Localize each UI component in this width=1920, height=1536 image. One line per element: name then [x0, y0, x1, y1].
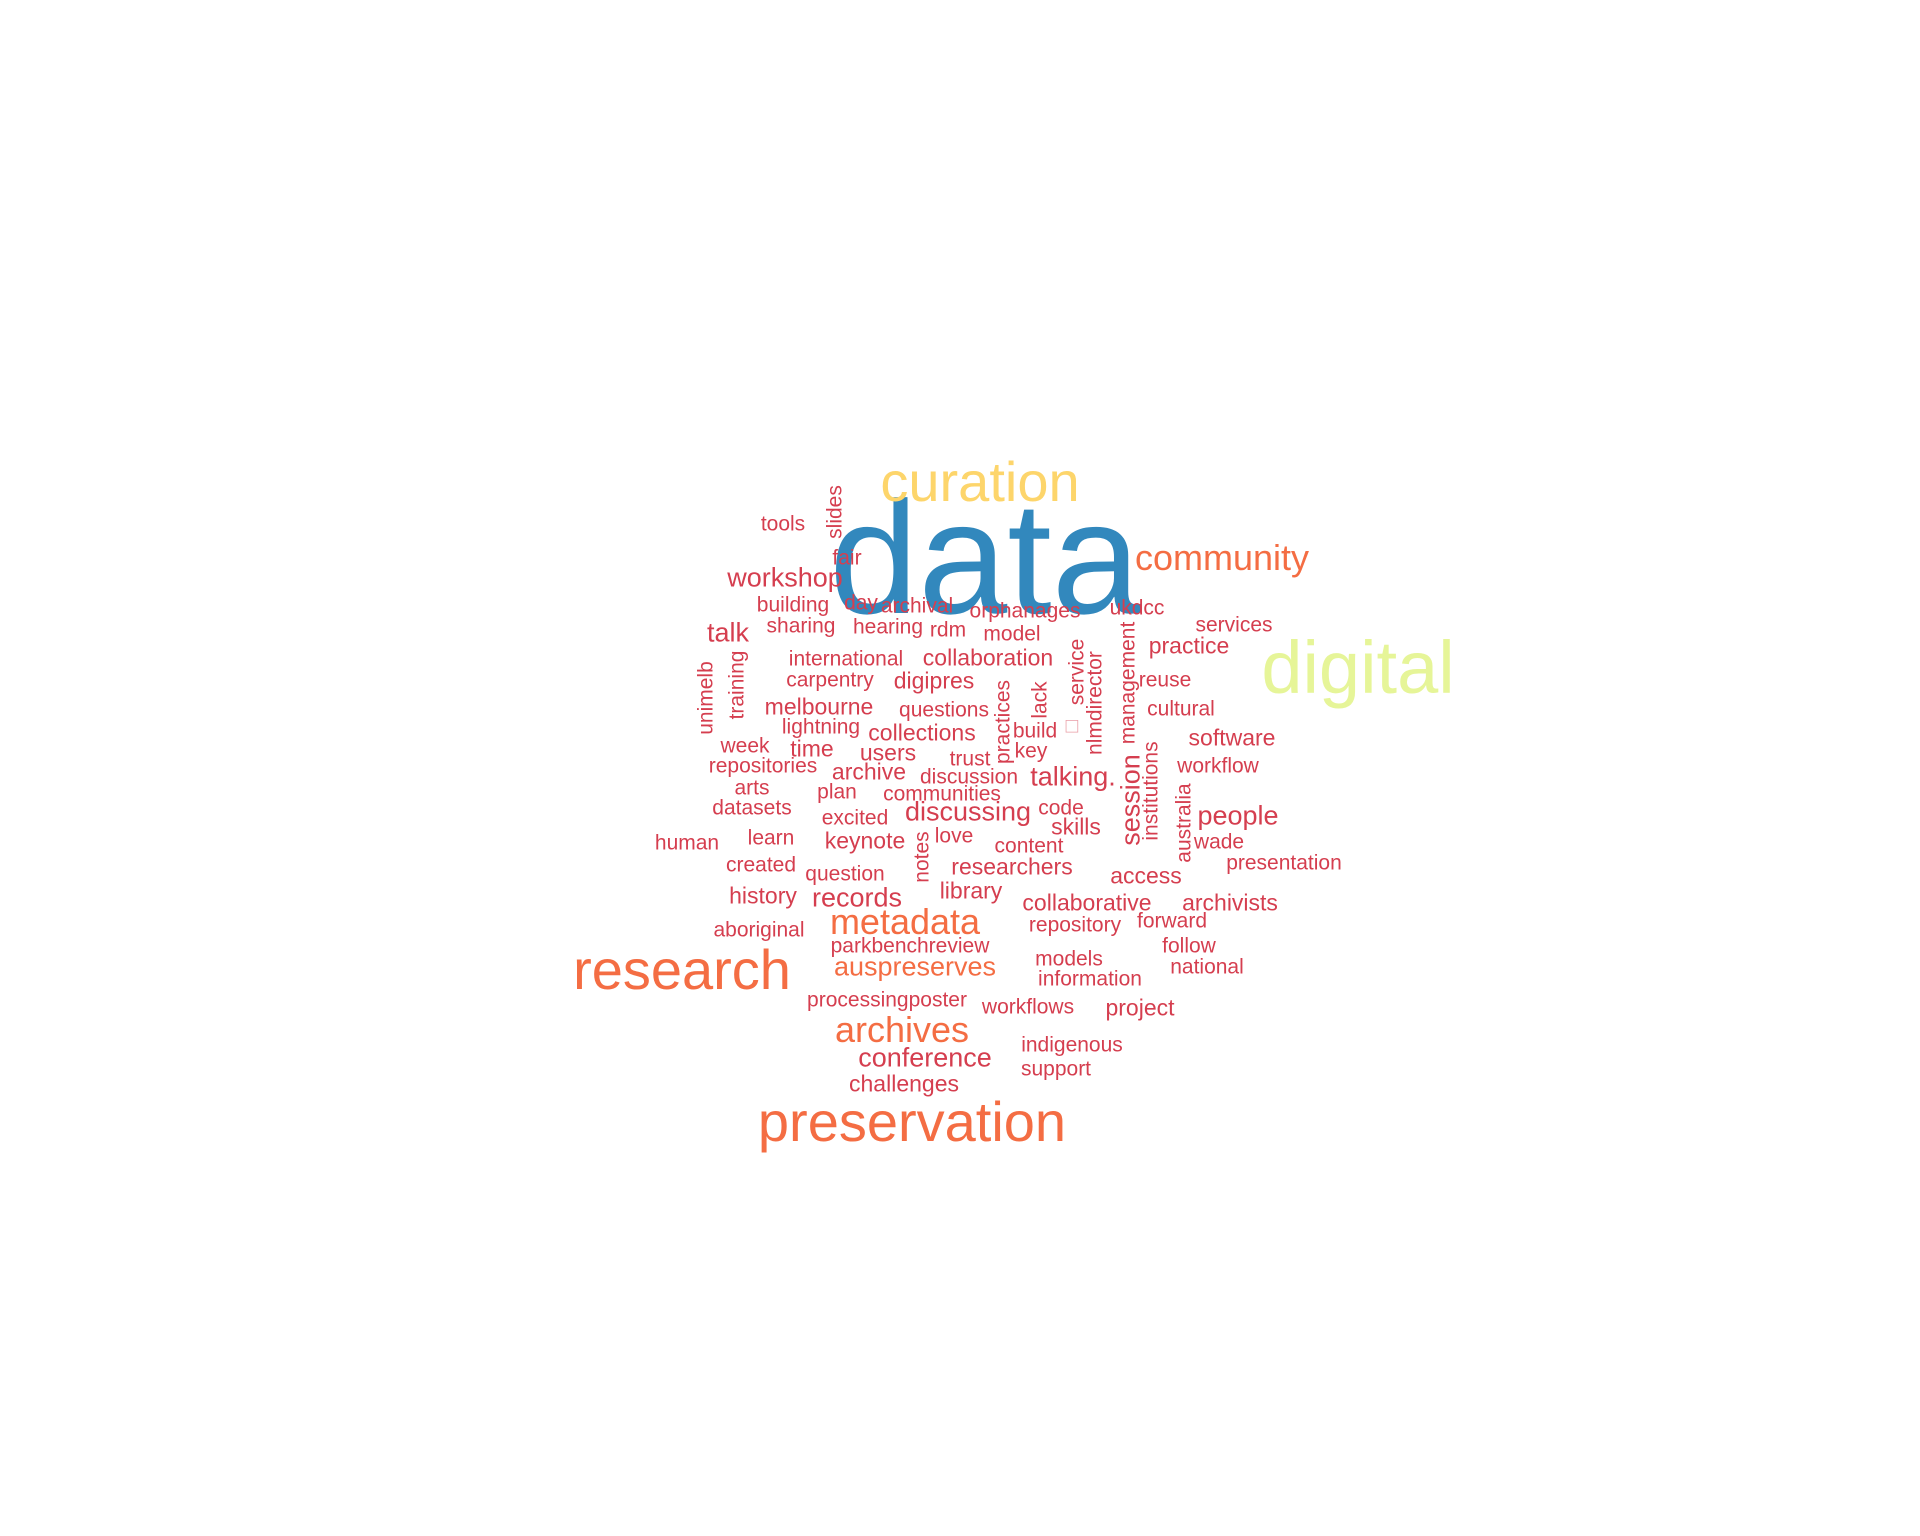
word-lightning: lightning [781, 715, 861, 739]
word-management: management [1116, 621, 1140, 745]
word-melbourne: melbourne [764, 693, 874, 720]
word-practice: practice [1148, 632, 1230, 659]
word-training: training [725, 650, 749, 720]
word-parkbenchreview: parkbenchreview [830, 934, 990, 958]
word-national: national [1170, 955, 1244, 979]
word-auspreserves: auspreserves [833, 951, 997, 982]
word-content: content [994, 834, 1064, 858]
word-created: created [725, 853, 797, 877]
word-australia: australia [1172, 783, 1196, 863]
word-discussion: discussion [919, 765, 1019, 789]
word-skills: skills [1051, 813, 1101, 840]
word-talking: talking. [1030, 761, 1116, 792]
word-history: history [729, 882, 797, 909]
word-digipres: digipres [893, 667, 975, 694]
word-models: models [1035, 947, 1103, 971]
word-questions: questions [899, 698, 989, 722]
word-day: day [844, 591, 878, 615]
word-workshop: workshop [727, 562, 843, 593]
word-services: services [1195, 613, 1273, 637]
word-plan: plan [817, 780, 857, 804]
word-code: code [1038, 796, 1084, 820]
word-build: build [1012, 719, 1058, 743]
word-repository: repository [1028, 913, 1122, 937]
word-ukdcc: ukdcc [1109, 596, 1165, 620]
word-workflows: workflows [981, 995, 1075, 1019]
word-aboriginal: aboriginal [713, 918, 805, 942]
word-excited: excited [821, 806, 889, 830]
word-project: project [1105, 994, 1175, 1021]
word-workflow: workflow [1177, 754, 1259, 778]
word-love: love [934, 824, 974, 848]
word-processingposter: processingposter [807, 988, 967, 1012]
word-cultural: cultural [1147, 697, 1215, 721]
word-information: information [1038, 967, 1142, 991]
word-reuse: reuse [1138, 668, 1192, 692]
word-library: library [939, 877, 1003, 904]
word-fair: fair [832, 546, 862, 570]
word-archives: archives [834, 1009, 970, 1050]
word-orphanages: orphanages [969, 599, 1081, 623]
word-rdm: rdm [929, 618, 967, 642]
word-communities: communities [883, 782, 1001, 806]
word-follow: follow [1162, 934, 1216, 958]
word-presentation: presentation [1226, 851, 1342, 875]
word-trust: trust [949, 747, 991, 771]
word-researchers: researchers [951, 853, 1073, 880]
word-key: key [1014, 739, 1048, 763]
word-access: access [1110, 862, 1182, 889]
word-carpentry: carpentry [786, 668, 874, 692]
word-forward: forward [1136, 909, 1208, 933]
word-hearing: hearing [852, 615, 924, 639]
word-preservation: preservation [757, 1090, 1067, 1153]
word-sharing: sharing [766, 614, 836, 638]
word-digital: digital [1261, 626, 1455, 709]
word-arts: arts [734, 776, 770, 800]
word-people: people [1197, 800, 1279, 831]
word-metadata: metadata [829, 901, 981, 942]
word-archival: archival [880, 594, 954, 618]
word-archivists: archivists [1182, 889, 1278, 916]
word-community: community [1134, 537, 1310, 578]
word-human: human [654, 831, 720, 855]
word-talk: talk [706, 617, 750, 648]
word-archive: archive [831, 758, 907, 785]
word-indigenous: indigenous [1021, 1033, 1123, 1057]
word-nlmdirector: nlmdirector [1083, 651, 1107, 755]
word-week: week [720, 734, 770, 758]
word-data: data [829, 468, 1141, 647]
word-missing-glyph: □ [1065, 714, 1079, 738]
word-question: question [805, 862, 885, 886]
word-repositories: repositories [708, 754, 818, 778]
word-challenges: challenges [849, 1070, 959, 1097]
word-lack: lack [1028, 681, 1052, 719]
word-curation: curation [880, 450, 1080, 513]
word-learn: learn [747, 826, 795, 850]
word-users: users [859, 739, 917, 766]
word-collaborative: collaborative [1022, 889, 1152, 916]
word-time: time [790, 735, 834, 762]
word-discussing: discussing [904, 796, 1032, 827]
word-notes: notes [910, 831, 934, 883]
word-research: research [573, 938, 791, 1001]
word-unimelb: unimelb [694, 661, 718, 735]
word-keynote: keynote [824, 827, 906, 854]
word-collaboration: collaboration [922, 644, 1054, 671]
word-practices: practices [991, 679, 1015, 765]
word-building: building [756, 593, 830, 617]
word-datasets: datasets [712, 796, 792, 820]
word-wade: wade [1193, 830, 1245, 854]
word-slides: slides [823, 485, 847, 539]
word-support: support [1020, 1057, 1092, 1081]
word-institutions: institutions [1139, 741, 1163, 841]
word-records: records [811, 882, 903, 913]
word-international: international [788, 647, 904, 671]
word-software: software [1188, 724, 1276, 751]
word-model: model [983, 622, 1041, 646]
word-conference: conference [858, 1042, 992, 1073]
word-collections: collections [868, 719, 976, 746]
word-tools: tools [760, 512, 806, 536]
